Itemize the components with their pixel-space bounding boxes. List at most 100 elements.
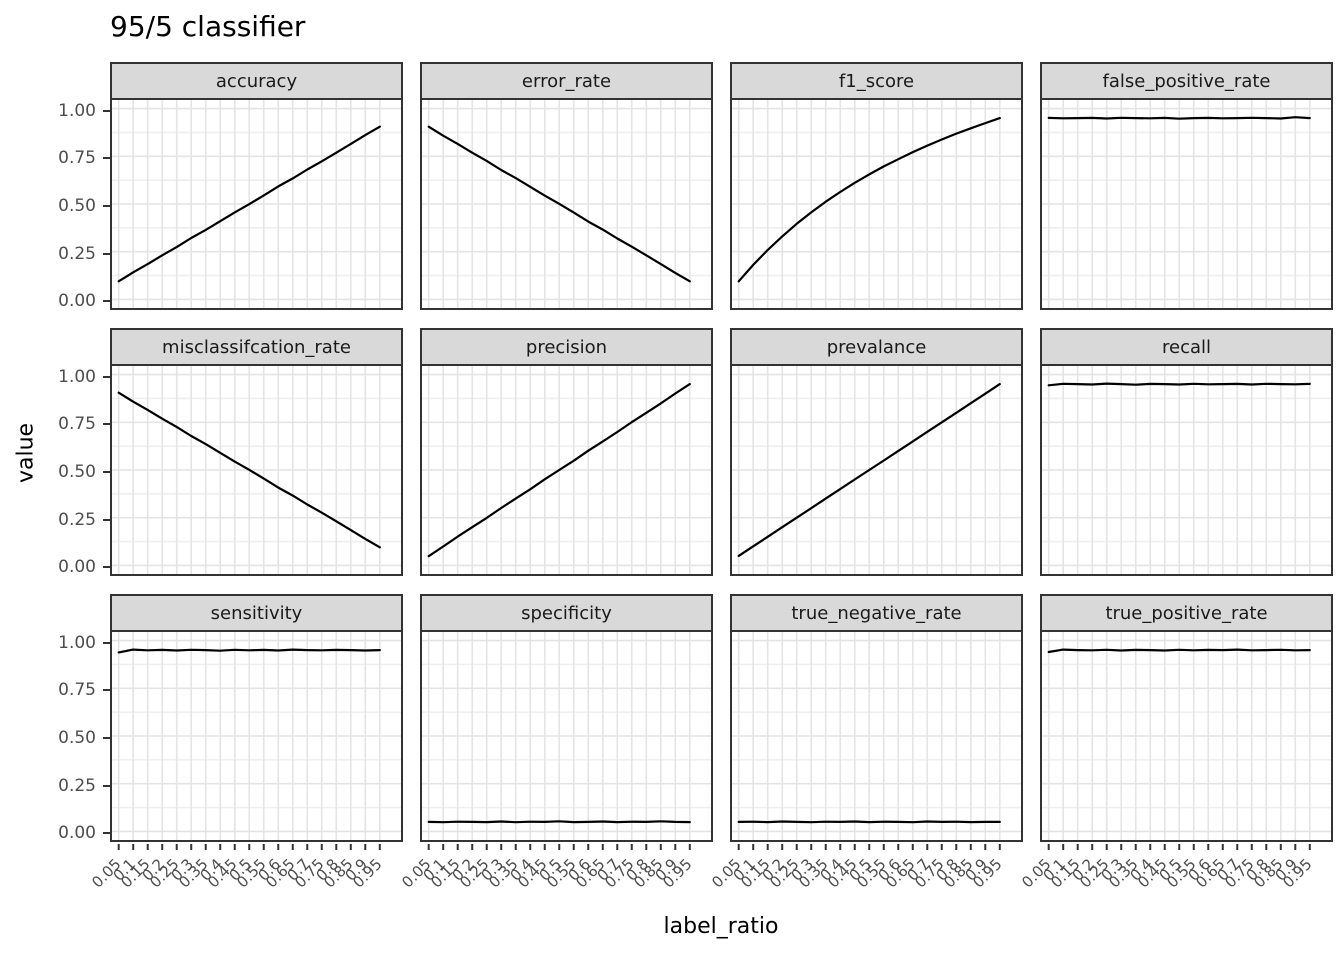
data-line: [427, 125, 691, 283]
y-tick-label: 0.50: [58, 462, 96, 482]
y-tick-label: 0.75: [58, 680, 96, 701]
gridlines: [112, 100, 401, 308]
y-tick-mark: [103, 471, 110, 473]
facet-specificity: specificity: [420, 594, 713, 842]
facet-prevalance: prevalance: [730, 328, 1023, 576]
y-tick-mark: [103, 252, 110, 255]
panel-border: [110, 630, 403, 842]
facet-label: specificity: [521, 602, 612, 624]
facet-strip: error_rate: [420, 62, 713, 100]
y-tick-mark: [103, 518, 110, 521]
panel-recall: [1040, 364, 1333, 576]
facet-strip: recall: [1040, 328, 1333, 366]
gridlines: [112, 632, 401, 840]
y-tick-mark: [103, 566, 110, 569]
facet-label: precision: [525, 336, 608, 358]
data-line: [737, 820, 1001, 824]
facet-strip: accuracy: [110, 62, 403, 100]
panel-accuracy: [110, 98, 403, 310]
panel-sensitivity: [110, 630, 403, 842]
gridlines: [732, 100, 1021, 308]
facet-label: sensitivity: [210, 602, 303, 624]
facet-accuracy: accuracy: [110, 62, 403, 310]
y-tick-mark: [103, 784, 110, 787]
data-line: [1047, 648, 1311, 654]
facet-misclassifcation_rate: misclassifcation_rate: [110, 328, 403, 576]
facet-label: accuracy: [215, 70, 298, 92]
y-tick-mark: [103, 109, 110, 112]
y-tick-mark: [103, 423, 110, 426]
y-tick-label: 1.00: [58, 100, 96, 121]
panel-precision: [420, 364, 713, 576]
panel-border: [730, 630, 1023, 842]
x-axis-title: label_ratio: [663, 914, 779, 939]
panel-border: [730, 364, 1023, 576]
panel-false_positive_rate: [1040, 98, 1333, 310]
y-tick-label: 0.00: [58, 557, 96, 578]
gridlines: [732, 632, 1021, 840]
panel-border: [110, 364, 403, 576]
gridlines: [1042, 632, 1331, 840]
data-line: [1047, 116, 1311, 120]
y-tick-mark: [103, 205, 110, 207]
y-tick-label: 0.25: [58, 243, 96, 264]
y-tick-mark: [103, 157, 110, 160]
y-tick-label: 1.00: [58, 366, 96, 387]
panel-border: [730, 98, 1023, 310]
facet-label: f1_score: [838, 70, 915, 92]
facet-strip: misclassifcation_rate: [110, 328, 403, 366]
facet-label: false_positive_rate: [1102, 70, 1271, 92]
y-tick-mark: [103, 737, 110, 739]
y-tick-mark: [103, 641, 110, 644]
y-tick-mark: [103, 375, 110, 378]
facet-f1_score: f1_score: [730, 62, 1023, 310]
facet-strip: true_positive_rate: [1040, 594, 1333, 632]
facet-label: true_positive_rate: [1105, 602, 1268, 624]
panel-prevalance: [730, 364, 1023, 576]
panel-border: [420, 98, 713, 310]
panel-misclassifcation_rate: [110, 364, 403, 576]
y-tick-label: 0.00: [58, 823, 96, 844]
data-line: [737, 117, 1001, 283]
gridlines: [422, 632, 711, 840]
facet-true_positive_rate: true_positive_rate: [1040, 594, 1333, 842]
data-line: [117, 391, 381, 549]
panel-border: [420, 364, 713, 576]
y-tick-label: 0.75: [58, 148, 96, 169]
facet-strip: precision: [420, 328, 713, 366]
x-axis-labels: 0.050.10.150.20.250.30.350.40.450.50.550…: [88, 844, 386, 891]
y-tick-label: 0.00: [58, 291, 96, 312]
data-line: [737, 383, 1001, 557]
panel-border: [1040, 630, 1333, 842]
facet-recall: recall: [1040, 328, 1333, 576]
facet-label: true_negative_rate: [791, 602, 962, 624]
facet-strip: false_positive_rate: [1040, 62, 1333, 100]
facet-strip: f1_score: [730, 62, 1023, 100]
y-tick-label: 0.50: [58, 196, 96, 216]
x-axis-labels: 0.050.10.150.20.250.30.350.40.450.50.550…: [708, 844, 1006, 891]
panel-border: [420, 630, 713, 842]
facet-sensitivity: sensitivity: [110, 594, 403, 842]
facet-strip: prevalance: [730, 328, 1023, 366]
facet-label: recall: [1161, 336, 1211, 358]
facet-label: prevalance: [826, 336, 927, 358]
y-tick-label: 0.75: [58, 414, 96, 435]
panel-specificity: [420, 630, 713, 842]
facet-error_rate: error_rate: [420, 62, 713, 310]
y-tick-label: 0.25: [58, 775, 96, 796]
panel-border: [1040, 364, 1333, 576]
panel-border: [1040, 98, 1333, 310]
gridlines: [422, 100, 711, 308]
gridlines: [1042, 366, 1331, 574]
data-line: [117, 125, 381, 283]
data-line: [427, 820, 691, 824]
panel-f1_score: [730, 98, 1023, 310]
facet-strip: true_negative_rate: [730, 594, 1023, 632]
facet-true_negative_rate: true_negative_rate: [730, 594, 1023, 842]
facet-label: misclassifcation_rate: [162, 336, 351, 358]
data-line: [427, 383, 691, 558]
panel-error_rate: [420, 98, 713, 310]
data-line: [117, 648, 381, 654]
y-tick-label: 0.25: [58, 509, 96, 530]
